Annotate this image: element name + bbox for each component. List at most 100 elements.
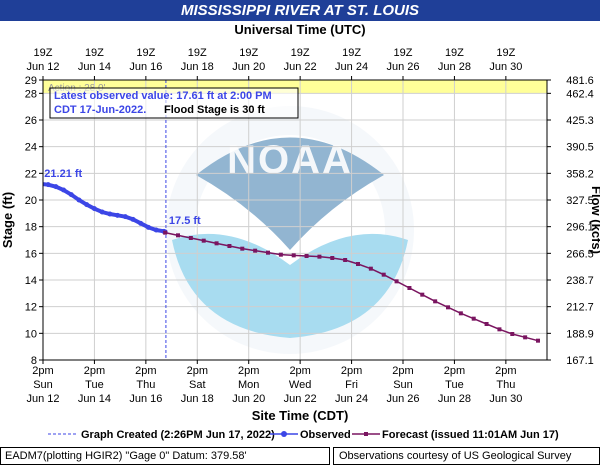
observed-point xyxy=(53,184,59,190)
forecast-point xyxy=(253,248,258,253)
right-tick-label: 212.7 xyxy=(566,302,594,314)
right-axis: 167.1 188.9 212.7 238.7 266.5 296.1 327.5 358.2… xyxy=(547,75,594,367)
top-tick-label-time: 19Z xyxy=(239,47,258,59)
forecast-point xyxy=(368,266,373,271)
forecast-point xyxy=(497,327,502,332)
info-line-1: Latest observed value: 17.61 ft at 2:00 … xyxy=(54,90,272,102)
forecast-point xyxy=(330,256,335,260)
legend-forecast-label: Forecast (issued 11:01AM Jun 17) xyxy=(382,429,559,441)
bottom-axis: 2pm Sun Jun 12 2pm Tue Jun 14 2pm Thu Jun 16 2pm S… xyxy=(26,360,522,405)
forecast-point xyxy=(188,236,193,240)
left-tick-label: 22 xyxy=(25,168,37,180)
right-axis-title: Flow (kcfs) xyxy=(589,186,600,254)
right-tick-label: 481.6 xyxy=(566,75,594,87)
left-tick-label: 28 xyxy=(25,88,37,100)
bottom-tick-label-date: Jun 12 xyxy=(26,393,59,405)
observed-point xyxy=(122,214,128,220)
left-tick-label: 26 xyxy=(25,115,37,127)
observed-point xyxy=(99,209,105,215)
top-tick-label-date: Jun 22 xyxy=(284,61,317,73)
forecast-point xyxy=(446,305,450,310)
left-tick-label: 8 xyxy=(31,355,37,367)
top-tick-label-time: 19Z xyxy=(496,47,515,59)
forecast-point xyxy=(227,244,232,248)
observed-point xyxy=(68,192,74,198)
left-tick-label: 10 xyxy=(25,328,37,340)
forecast-point xyxy=(433,299,438,304)
left-tick-label: 20 xyxy=(25,195,37,207)
legend-observed-label: Observed xyxy=(300,429,351,441)
forecast-point xyxy=(420,292,425,297)
forecast-point xyxy=(343,258,348,262)
observed-point xyxy=(115,212,121,218)
top-axis-title: Universal Time (UTC) xyxy=(234,22,365,37)
observed-point xyxy=(61,187,67,193)
bottom-tick-label-time: 2pm xyxy=(495,365,516,377)
top-tick-label-time: 19Z xyxy=(188,47,207,59)
forecast-point xyxy=(471,316,476,321)
bottom-tick-label-date: Jun 14 xyxy=(78,393,111,405)
forecast-point xyxy=(163,230,168,235)
right-tick-label: 390.5 xyxy=(566,142,594,154)
bottom-tick-label-date: Jun 26 xyxy=(386,393,419,405)
top-tick-label-date: Jun 28 xyxy=(438,61,471,73)
forecast-point xyxy=(317,254,322,259)
bottom-tick-label-day: Sun xyxy=(33,379,53,391)
bottom-tick-label-date: Jun 28 xyxy=(438,393,471,405)
forecast-line xyxy=(164,231,539,342)
bottom-tick-label-day: Sat xyxy=(189,379,206,391)
top-tick-label-time: 19Z xyxy=(445,47,464,59)
right-tick-label: 358.2 xyxy=(566,168,594,180)
top-tick-label-date: Jun 20 xyxy=(232,61,265,73)
right-tick-label: 188.9 xyxy=(566,328,594,340)
left-tick-label: 29 xyxy=(25,75,37,87)
bottom-tick-label-date: Jun 18 xyxy=(181,393,214,405)
bottom-tick-label-day: Sun xyxy=(393,379,413,391)
bottom-tick-label-time: 2pm xyxy=(187,365,208,377)
right-tick-label: 327.5 xyxy=(566,195,594,207)
top-tick-label-time: 19Z xyxy=(394,47,413,59)
info-line-2: CDT 17-Jun-2022. xyxy=(54,104,146,116)
bottom-tick-label-date: Jun 16 xyxy=(129,393,162,405)
bottom-tick-label-day: Tue xyxy=(85,379,104,391)
observed-point xyxy=(130,216,136,222)
top-tick-label-date: Jun 12 xyxy=(26,61,59,73)
top-tick-label-date: Jun 18 xyxy=(181,61,214,73)
top-tick-label-time: 19Z xyxy=(34,47,53,59)
forecast-point xyxy=(523,335,528,340)
forecast-point xyxy=(278,252,283,257)
observed-point xyxy=(91,206,97,212)
right-tick-label: 266.5 xyxy=(566,248,594,260)
observed-point xyxy=(153,227,159,233)
legend: Graph Created (2:26PM Jun 17, 2022) Obse… xyxy=(48,429,559,441)
legend-observed-marker xyxy=(281,431,287,437)
left-tick-label: 24 xyxy=(25,142,37,154)
legend-forecast-marker xyxy=(364,432,368,436)
observed-point xyxy=(38,181,43,186)
forecast-point xyxy=(458,311,463,316)
bottom-tick-label-date: Jun 30 xyxy=(489,393,522,405)
forecast-point xyxy=(484,322,489,326)
bottom-axis-title: Site Time (CDT) xyxy=(252,408,349,423)
forecast-point xyxy=(214,241,219,246)
latest-observation-box: Latest observed value: 17.61 ft at 2:00 … xyxy=(49,87,299,119)
bottom-tick-label-date: Jun 20 xyxy=(232,393,265,405)
top-tick-label-time: 19Z xyxy=(85,47,104,59)
bottom-tick-label-time: 2pm xyxy=(341,365,362,377)
top-tick-label-date: Jun 14 xyxy=(78,61,111,73)
observed-point xyxy=(107,211,113,217)
top-tick-label-time: 19Z xyxy=(291,47,310,59)
top-tick-label-date: Jun 16 xyxy=(129,61,162,73)
forecast-point xyxy=(381,272,386,277)
forecast-point xyxy=(291,253,296,258)
right-tick-label: 167.1 xyxy=(566,355,594,367)
grid-lines xyxy=(42,79,547,361)
left-tick-label: 12 xyxy=(25,302,37,314)
legend-created-label: Graph Created (2:26PM Jun 17, 2022) xyxy=(81,429,275,441)
bottom-tick-label-day: Thu xyxy=(496,379,515,391)
bottom-tick-label-day: Mon xyxy=(238,379,259,391)
latest-observed-label: 17.5 ft xyxy=(169,215,201,227)
observed-point xyxy=(76,197,82,203)
